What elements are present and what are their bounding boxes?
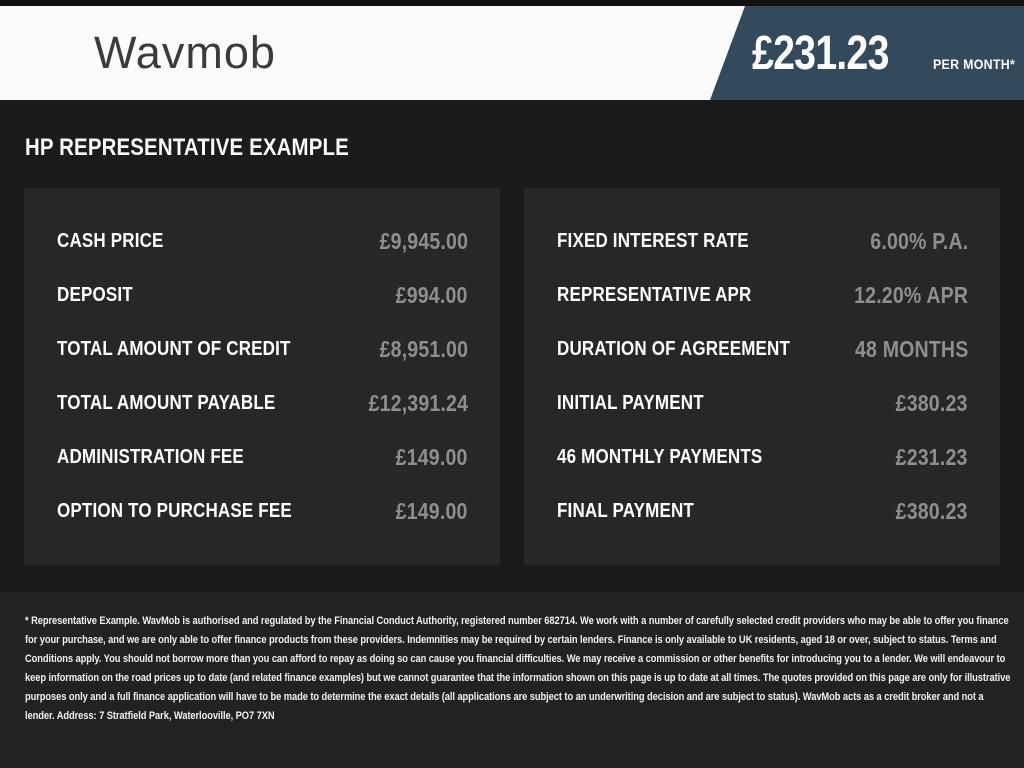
finance-row-value: £8,951.00 — [379, 335, 468, 362]
disclaimer-text: * Representative Example. WavMob is auth… — [25, 615, 1011, 722]
monthly-price: £231.23 — [752, 26, 889, 80]
finance-row-value: £149.00 — [396, 444, 468, 471]
monthly-price-period: PER MONTH* — [932, 56, 1015, 72]
finance-row: FINAL PAYMENT £380.23 — [557, 485, 968, 539]
finance-row: TOTAL AMOUNT OF CREDIT £8,951.00 — [57, 322, 468, 376]
top-accent-bar — [0, 0, 1024, 6]
page-header: Wavmob £231.23 PER MONTH* — [0, 6, 1024, 100]
finance-row: DURATION OF AGREEMENT 48 MONTHS — [557, 322, 968, 376]
finance-row-value: £994.00 — [396, 281, 468, 308]
finance-row-label: DURATION OF AGREEMENT — [557, 337, 791, 360]
section-heading: HP REPRESENTATIVE EXAMPLE — [25, 134, 349, 161]
finance-row-label: FIXED INTEREST RATE — [557, 229, 749, 252]
finance-row-value: £9,945.00 — [379, 227, 468, 254]
wavmob-logo: Wavmob — [94, 27, 276, 78]
finance-row-label: DEPOSIT — [57, 283, 133, 306]
finance-row-label: FINAL PAYMENT — [557, 500, 694, 523]
finance-row-value: 6.00% P.A. — [869, 227, 968, 254]
disclaimer-section: * Representative Example. WavMob is auth… — [0, 592, 1024, 768]
finance-panels: CASH PRICE £9,945.00 DEPOSIT £994.00 TOT… — [24, 188, 1000, 565]
finance-row: 46 MONTHLY PAYMENTS £231.23 — [557, 431, 968, 485]
finance-row-value: £12,391.24 — [368, 390, 468, 417]
finance-row: FIXED INTEREST RATE 6.00% P.A. — [557, 214, 968, 268]
finance-row-label: CASH PRICE — [57, 229, 164, 252]
finance-row-label: INITIAL PAYMENT — [557, 392, 704, 415]
finance-row-value: £380.23 — [896, 390, 968, 417]
finance-panel-left: CASH PRICE £9,945.00 DEPOSIT £994.00 TOT… — [24, 188, 500, 565]
finance-panel-right: FIXED INTEREST RATE 6.00% P.A. REPRESENT… — [524, 188, 1000, 565]
monthly-price-banner: £231.23 PER MONTH* — [710, 6, 1024, 100]
finance-row-label: TOTAL AMOUNT PAYABLE — [57, 392, 276, 415]
finance-row: OPTION TO PURCHASE FEE £149.00 — [57, 485, 468, 539]
finance-row-label: 46 MONTHLY PAYMENTS — [557, 446, 763, 469]
finance-row: ADMINISTRATION FEE £149.00 — [57, 431, 468, 485]
finance-row-label: OPTION TO PURCHASE FEE — [57, 500, 292, 523]
finance-row-value: £380.23 — [896, 498, 968, 525]
finance-row-value: £149.00 — [396, 498, 468, 525]
hp-example-section: HP REPRESENTATIVE EXAMPLE CASH PRICE £9,… — [0, 100, 1024, 592]
finance-row-value: 48 MONTHS — [854, 335, 968, 362]
finance-row: INITIAL PAYMENT £380.23 — [557, 377, 968, 431]
finance-row-label: REPRESENTATIVE APR — [557, 283, 752, 306]
monthly-price-wrap: £231.23 PER MONTH* — [752, 26, 1022, 81]
finance-row-value: £231.23 — [896, 444, 968, 471]
finance-row-value: 12.20% APR — [854, 281, 968, 308]
finance-row: TOTAL AMOUNT PAYABLE £12,391.24 — [57, 377, 468, 431]
finance-row-label: ADMINISTRATION FEE — [57, 446, 244, 469]
finance-row: CASH PRICE £9,945.00 — [57, 214, 468, 268]
finance-row: DEPOSIT £994.00 — [57, 268, 468, 322]
finance-row: REPRESENTATIVE APR 12.20% APR — [557, 268, 968, 322]
finance-row-label: TOTAL AMOUNT OF CREDIT — [57, 337, 291, 360]
